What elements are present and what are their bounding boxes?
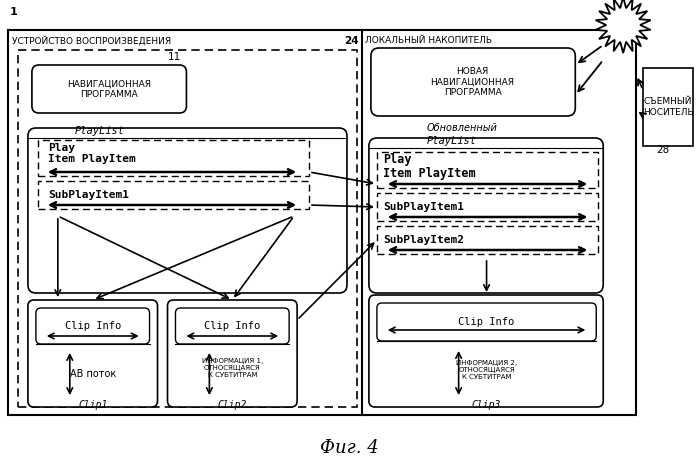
Text: Clip1: Clip1: [78, 400, 107, 410]
Text: НАВИГАЦИОННАЯ
ПРОГРАММА: НАВИГАЦИОННАЯ ПРОГРАММА: [66, 79, 150, 99]
Text: Play: Play: [48, 143, 75, 153]
Bar: [38, 140, 309, 176]
Text: Обновленный: Обновленный: [427, 123, 498, 133]
Text: 2: 2: [620, 20, 627, 30]
FancyBboxPatch shape: [167, 300, 297, 407]
Bar: [377, 152, 598, 188]
Text: SubPlayItem1: SubPlayItem1: [48, 190, 129, 200]
Bar: [362, 30, 636, 415]
Text: Item PlayItem: Item PlayItem: [48, 154, 136, 164]
Text: 24: 24: [344, 36, 359, 46]
Text: НОВАЯ
НАВИГАЦИОННАЯ
ПРОГРАММА: НОВАЯ НАВИГАЦИОННАЯ ПРОГРАММА: [430, 67, 514, 97]
Text: 28: 28: [656, 145, 669, 155]
Bar: [643, 68, 693, 146]
Text: 11: 11: [168, 52, 181, 62]
Text: ИНФОРМАЦИЯ 1,
ОТНОСЯЩАЯСЯ
К СУБТИТРАМ: ИНФОРМАЦИЯ 1, ОТНОСЯЩАЯСЯ К СУБТИТРАМ: [202, 358, 263, 378]
Text: Clip2: Clip2: [218, 400, 247, 410]
Text: SubPlayItem1: SubPlayItem1: [383, 202, 464, 212]
Bar: [377, 193, 598, 221]
FancyBboxPatch shape: [36, 308, 150, 344]
Text: 1: 1: [10, 7, 18, 17]
Text: УСТРОЙСТВО ВОСПРОИЗВЕДЕНИЯ: УСТРОЙСТВО ВОСПРОИЗВЕДЕНИЯ: [12, 36, 171, 46]
Text: Clip Info: Clip Info: [64, 321, 121, 331]
Bar: [8, 30, 365, 415]
Text: Clip Info: Clip Info: [204, 321, 260, 331]
FancyBboxPatch shape: [28, 300, 158, 407]
Text: АВ поток: АВ поток: [69, 369, 116, 379]
Bar: [38, 181, 309, 209]
Text: Фиг. 4: Фиг. 4: [320, 439, 378, 457]
FancyBboxPatch shape: [176, 308, 289, 344]
Text: Clip Info: Clip Info: [458, 317, 514, 327]
FancyBboxPatch shape: [377, 303, 596, 341]
FancyBboxPatch shape: [28, 128, 347, 293]
Text: Play: Play: [383, 153, 412, 166]
Text: SubPlayItem2: SubPlayItem2: [383, 235, 464, 245]
Text: ИНФОРМАЦИЯ 2,
ОТНОСЯЩАЯСЯ
К СУБТИТРАМ: ИНФОРМАЦИЯ 2, ОТНОСЯЩАЯСЯ К СУБТИТРАМ: [456, 360, 517, 380]
FancyBboxPatch shape: [371, 48, 575, 116]
Text: Item PlayItem: Item PlayItem: [383, 166, 475, 180]
Text: Clip3: Clip3: [472, 400, 501, 410]
Bar: [377, 226, 598, 254]
FancyBboxPatch shape: [369, 138, 603, 293]
FancyBboxPatch shape: [32, 65, 186, 113]
FancyBboxPatch shape: [369, 295, 603, 407]
Text: СЪЕМНЫЙ
НОСИТЕЛЬ: СЪЕМНЫЙ НОСИТЕЛЬ: [643, 97, 693, 117]
Text: ЛОКАЛЬНЫЙ НАКОПИТЕЛЬ: ЛОКАЛЬНЫЙ НАКОПИТЕЛЬ: [365, 36, 492, 45]
Polygon shape: [596, 0, 651, 53]
Text: PlayList: PlayList: [427, 136, 477, 146]
Bar: [18, 50, 357, 407]
Text: PlayList: PlayList: [75, 126, 125, 136]
